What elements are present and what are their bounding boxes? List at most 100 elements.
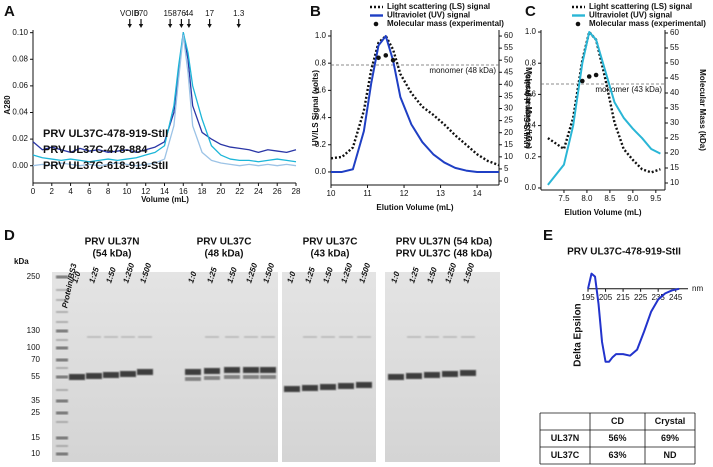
- y2-tick-label: 55: [504, 43, 513, 52]
- y-tick-label: 0.6: [525, 90, 537, 99]
- crosslink-band: [443, 336, 457, 338]
- y2-tick-label: 30: [504, 104, 513, 113]
- marker-label: 25: [31, 408, 40, 417]
- size-marker-head: [186, 24, 192, 28]
- x-axis-label: Elution Volume (mL): [564, 208, 642, 217]
- y-tick-label: 0.10: [12, 28, 28, 37]
- series-line: [547, 31, 661, 186]
- table-cell: 63%: [608, 450, 626, 460]
- gel-image: [282, 272, 376, 462]
- x-tick-label: 0: [31, 187, 36, 196]
- group-title: (48 kDa): [205, 249, 244, 260]
- y2-tick-label: 60: [670, 28, 679, 37]
- legend-label: Molecular mass (experimental): [387, 19, 504, 28]
- y2-tick-label: 50: [670, 58, 679, 67]
- gel-unit: kDa: [14, 257, 29, 266]
- marker-label: 100: [27, 343, 41, 352]
- x-tick-label: 22: [235, 187, 244, 196]
- series-line: [32, 32, 297, 163]
- y-tick-label: 1.0: [525, 27, 537, 36]
- x-tick-label: 8.0: [581, 194, 593, 203]
- protein-band: [86, 373, 102, 379]
- ladder-band: [56, 289, 68, 291]
- y-tick-label: 0.6: [315, 85, 327, 94]
- protein-band: [406, 373, 422, 379]
- ladder-band: [56, 421, 68, 423]
- y2-tick-label: 55: [670, 43, 679, 52]
- ladder-band: [56, 399, 68, 403]
- x-tick-label: 20: [216, 187, 225, 196]
- protein-band: [243, 367, 259, 373]
- ladder-band: [56, 411, 68, 415]
- marker-label: 10: [31, 449, 40, 458]
- y2-tick-label: 20: [504, 128, 513, 137]
- marker-label: 35: [31, 396, 40, 405]
- y2-tick-label: 10: [504, 152, 513, 161]
- lane-label: 1:0: [186, 270, 198, 284]
- protein-band: [320, 384, 336, 390]
- chart-title: PRV UL37C-478-919-StII: [567, 247, 681, 258]
- protein-band: [424, 372, 440, 378]
- lane-label: 1:0: [70, 270, 82, 284]
- legend-label: Ultraviolet (UV) signal: [589, 11, 672, 20]
- group-title: (54 kDa): [93, 249, 132, 260]
- legend-label: PRV UL37C-478-884: [43, 144, 148, 156]
- reference-label: monomer (48 kDa): [429, 66, 496, 75]
- table-header: Crystal: [655, 416, 686, 426]
- table-cell: 69%: [661, 433, 679, 443]
- legend-label: Molecular mass (experimental): [589, 19, 706, 28]
- crosslink-band: [339, 336, 353, 338]
- y-tick-label: 0.0: [315, 167, 327, 176]
- y-tick-label: 0.02: [12, 134, 28, 143]
- crosslink-band: [407, 336, 421, 338]
- gel-panel: DkDa250130100705535251510Protein/BS3PRV …: [4, 227, 500, 462]
- table-row-label: UL37N: [551, 433, 580, 443]
- table-cell: 56%: [608, 433, 626, 443]
- group-title: PRV UL37C (48 kDa): [396, 249, 493, 260]
- x-tick-label: 13: [436, 189, 445, 198]
- y-tick-label: 1.0: [315, 31, 327, 40]
- size-marker-label: 670: [134, 9, 148, 18]
- gel-image: [52, 272, 278, 462]
- size-marker-label: 1.3: [233, 9, 245, 18]
- protein-band: [388, 374, 404, 380]
- mass-point: [390, 57, 396, 63]
- crosslink-band: [87, 336, 101, 338]
- group-title: PRV UL37N: [85, 237, 140, 248]
- size-marker-head: [207, 24, 212, 28]
- ladder-band: [56, 275, 68, 279]
- chart-panel: E PRV UL37C-478-919-StII 195 205 215 225 235 24…: [543, 227, 703, 367]
- protein-band: [356, 382, 372, 388]
- series-line: [32, 32, 297, 154]
- size-marker-head: [236, 24, 241, 28]
- crosslink-band: [303, 336, 317, 338]
- group-title: (43 kDa): [311, 249, 350, 260]
- y2-tick-label: 45: [670, 73, 679, 82]
- y-axis-label: UV/LS Signal (volts): [311, 70, 320, 146]
- size-marker-head: [127, 24, 132, 28]
- size-marker-label: 44: [184, 9, 193, 18]
- y-tick-label: 0.2: [525, 152, 537, 161]
- y-tick-label: 0.00: [12, 161, 28, 170]
- table-header: CD: [611, 416, 624, 426]
- protein-band: [185, 377, 201, 381]
- crosslink-band: [425, 336, 439, 338]
- protein-band: [120, 371, 136, 377]
- y-tick-label: 0.2: [315, 140, 327, 149]
- chart-panel: B 10 11 12 13 14 0.0 0.2 0.4 0.6 0.8 1.0 0 5 10 15 20 25 3…: [310, 2, 533, 212]
- chart-panel: C 7.5 8.0 8.5 9.0 9.5 0.0 0.2 0.4 0.6 0.8 1.0 10 15 20…: [523, 2, 707, 217]
- size-marker-label: VOID: [120, 9, 140, 18]
- y-tick-label: 0.08: [12, 54, 28, 63]
- legend-label: PRV UL37C-618-919-StII: [43, 160, 168, 172]
- table-row-label: UL37C: [551, 450, 580, 460]
- ladder-band: [56, 321, 68, 323]
- protein-band: [338, 383, 354, 389]
- table-cell: ND: [664, 450, 677, 460]
- panel-letter: B: [310, 3, 321, 20]
- legend-label: Light scattering (LS) signal: [387, 2, 490, 11]
- panel-letter: D: [4, 227, 15, 244]
- legend-symbol: [373, 21, 379, 27]
- x-tick-label: 10: [327, 189, 336, 198]
- y-axis-label: A280: [3, 95, 12, 115]
